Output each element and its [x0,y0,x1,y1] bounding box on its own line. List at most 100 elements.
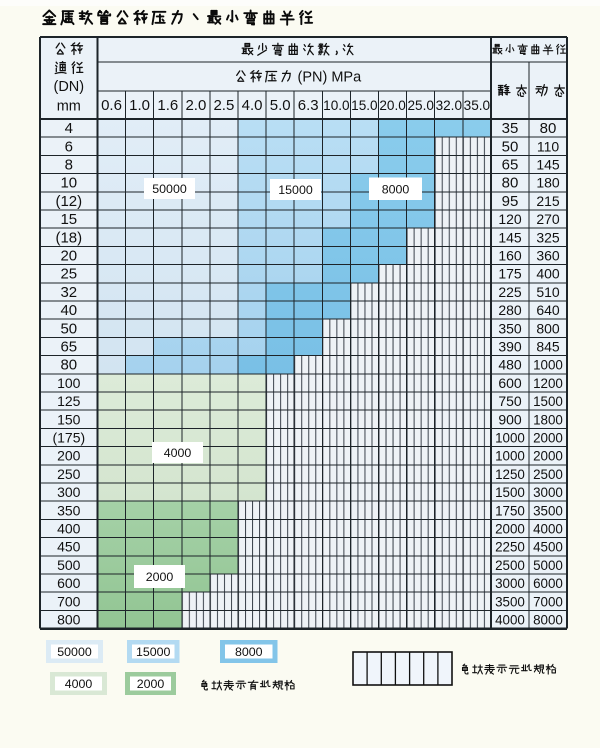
svg-text:15: 15 [60,211,77,228]
svg-text:800: 800 [536,320,560,336]
svg-text:6: 6 [65,138,73,155]
svg-text:80: 80 [540,120,557,137]
svg-text:150: 150 [57,411,81,427]
svg-text:6.3: 6.3 [298,97,319,114]
svg-text:(12): (12) [55,193,82,210]
svg-text:1500: 1500 [533,394,563,409]
svg-text:1200: 1200 [533,376,563,391]
svg-text:300: 300 [57,484,81,500]
svg-text:400: 400 [536,266,560,282]
svg-text:15000: 15000 [278,183,313,197]
svg-text:50000: 50000 [152,182,187,196]
svg-text:25.0: 25.0 [407,98,434,113]
svg-text:35: 35 [502,120,519,137]
svg-text:10.0: 10.0 [323,98,350,113]
svg-text:3500: 3500 [495,594,525,609]
svg-text:480: 480 [498,357,522,373]
svg-text:125: 125 [57,393,81,409]
svg-text:510: 510 [536,284,560,300]
svg-text:40: 40 [60,302,77,319]
svg-text:640: 640 [536,302,560,318]
svg-text:280: 280 [498,302,522,318]
svg-text:3500: 3500 [533,503,563,518]
svg-text:700: 700 [57,593,81,609]
svg-text:4500: 4500 [533,540,563,555]
svg-text:175: 175 [498,266,522,282]
svg-text:8: 8 [65,157,73,174]
svg-text:80: 80 [502,175,519,192]
svg-text:180: 180 [536,175,560,191]
svg-text:250: 250 [57,466,81,482]
svg-text:145: 145 [536,157,560,173]
svg-text:120: 120 [498,211,522,227]
svg-text:2000: 2000 [533,431,563,446]
svg-text:32.0: 32.0 [436,98,463,113]
svg-text:35.0: 35.0 [464,98,491,113]
svg-text:1000: 1000 [533,358,563,373]
svg-text:1800: 1800 [533,412,563,427]
svg-text:1250: 1250 [495,467,525,482]
svg-text:2.5: 2.5 [213,97,234,114]
svg-text:2500: 2500 [533,467,563,482]
svg-text:1.0: 1.0 [129,97,150,114]
svg-text:(PN) MPa: (PN) MPa [298,70,363,86]
svg-text:325: 325 [536,229,560,245]
svg-text:4000: 4000 [533,522,563,537]
svg-text:350: 350 [498,320,522,336]
svg-text:20.0: 20.0 [379,98,406,113]
svg-text:350: 350 [57,502,81,518]
svg-text:400: 400 [57,521,81,537]
svg-text:0.6: 0.6 [101,97,122,114]
svg-text:3000: 3000 [533,485,563,500]
svg-text:1750: 1750 [495,503,525,518]
svg-text:65: 65 [60,339,77,356]
svg-text:5.0: 5.0 [270,97,291,114]
svg-text:95: 95 [502,193,519,210]
svg-text:(175): (175) [52,430,85,446]
svg-text:4000: 4000 [495,613,525,628]
svg-text:2500: 2500 [495,558,525,573]
svg-text:900: 900 [498,411,522,427]
svg-text:65: 65 [502,157,519,174]
svg-text:32: 32 [60,284,77,301]
svg-text:20: 20 [60,248,77,265]
svg-text:2250: 2250 [495,540,525,555]
svg-text:4000: 4000 [65,677,93,691]
svg-text:15.0: 15.0 [351,98,378,113]
svg-text:845: 845 [536,339,560,355]
svg-text:215: 215 [536,193,560,209]
svg-text:80: 80 [60,357,77,374]
svg-text:2.0: 2.0 [185,97,206,114]
svg-text:750: 750 [498,393,522,409]
svg-text:2000: 2000 [137,677,165,691]
svg-text:50: 50 [502,138,519,155]
svg-text:1500: 1500 [495,485,525,500]
svg-text:500: 500 [57,557,81,573]
svg-text:145: 145 [498,229,522,245]
svg-text:270: 270 [536,211,560,227]
svg-text:160: 160 [498,248,522,264]
svg-text:390: 390 [498,339,522,355]
svg-text:8000: 8000 [382,182,410,196]
svg-text:200: 200 [57,448,81,464]
svg-text:(18): (18) [55,229,82,246]
svg-text:1000: 1000 [495,449,525,464]
svg-text:2000: 2000 [495,522,525,537]
svg-text:25: 25 [60,266,77,283]
svg-text:100: 100 [57,375,81,391]
svg-text:(DN): (DN) [53,79,84,95]
svg-text:2000: 2000 [146,570,174,584]
svg-text:3000: 3000 [495,576,525,591]
svg-text:4000: 4000 [164,446,192,460]
svg-text:7000: 7000 [533,594,563,609]
svg-text:50000: 50000 [57,645,92,659]
svg-text:360: 360 [536,248,560,264]
svg-text:8000: 8000 [235,645,263,659]
svg-text:10: 10 [60,175,77,192]
svg-text:50: 50 [60,320,77,337]
svg-text:600: 600 [498,375,522,391]
svg-text:600: 600 [57,575,81,591]
svg-text:15000: 15000 [136,645,171,659]
svg-text:4: 4 [65,120,73,137]
svg-text:mm: mm [57,99,81,115]
